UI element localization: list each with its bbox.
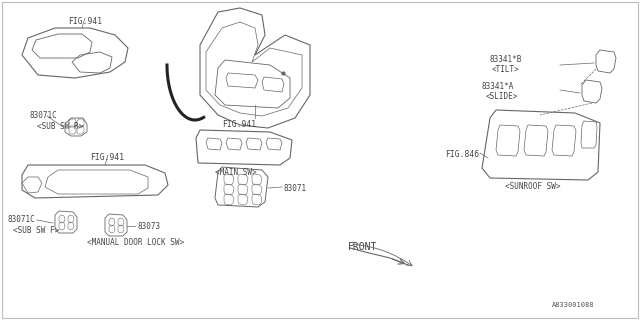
- Text: 83341*A: 83341*A: [482, 82, 515, 91]
- Text: 83071: 83071: [283, 184, 306, 193]
- Text: FIG.941: FIG.941: [222, 120, 256, 129]
- Text: 83071C: 83071C: [7, 215, 35, 224]
- Text: FIG.941: FIG.941: [90, 153, 124, 162]
- Text: <MAIN SW>: <MAIN SW>: [215, 168, 257, 177]
- Text: 83073: 83073: [137, 222, 160, 231]
- Text: <SUB SW R>: <SUB SW R>: [37, 122, 83, 131]
- Text: 83071C: 83071C: [30, 111, 58, 120]
- Text: <SUB SW F>: <SUB SW F>: [13, 226, 60, 235]
- Text: 83341*B: 83341*B: [490, 55, 522, 64]
- Text: FIG.941: FIG.941: [68, 17, 102, 26]
- Text: <SUNROOF SW>: <SUNROOF SW>: [505, 182, 561, 191]
- Text: A833001088: A833001088: [552, 302, 595, 308]
- Text: FIG.846: FIG.846: [445, 150, 479, 159]
- Text: <MANUAL DOOR LOCK SW>: <MANUAL DOOR LOCK SW>: [87, 238, 184, 247]
- Text: <SLIDE>: <SLIDE>: [486, 92, 518, 101]
- Text: <TILT>: <TILT>: [492, 65, 520, 74]
- Text: FRONT: FRONT: [348, 242, 378, 252]
